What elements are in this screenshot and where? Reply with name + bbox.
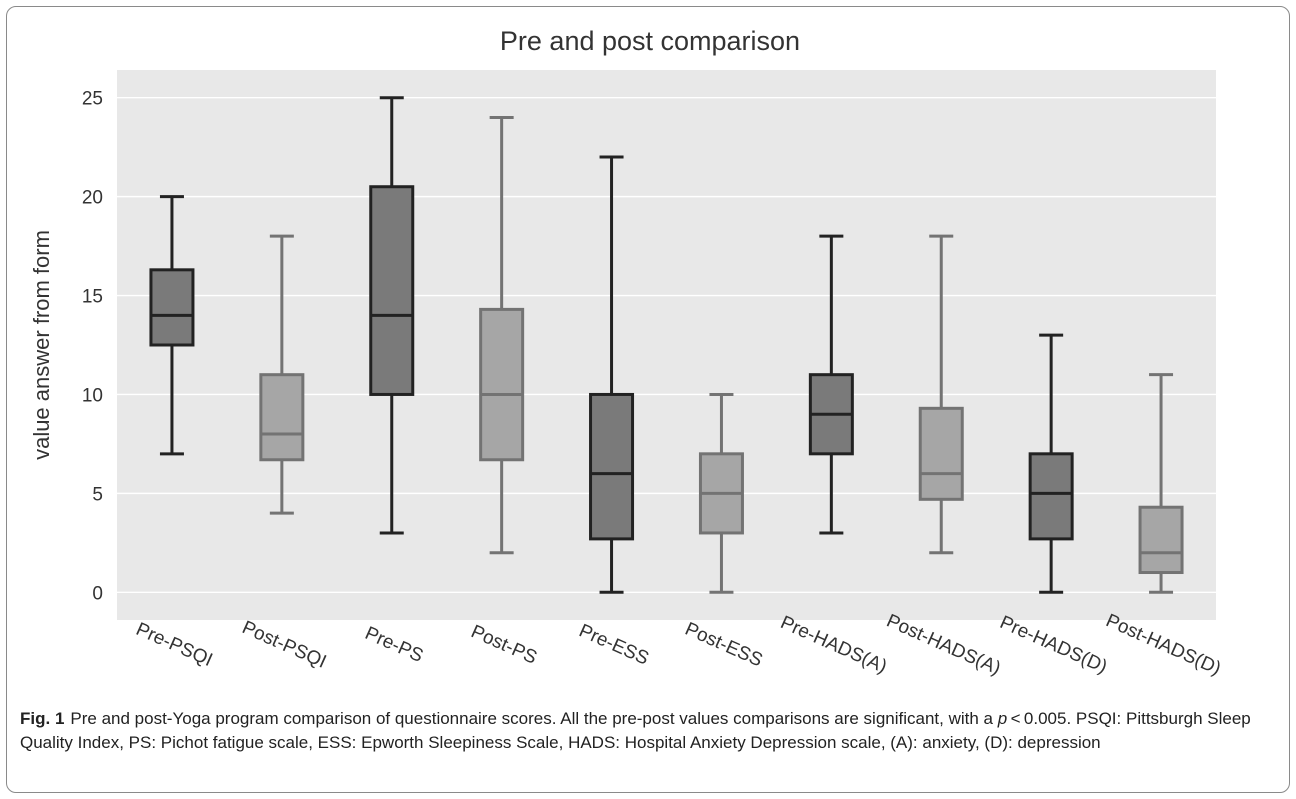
- caption-text-end: < 0.005. PSQI: Pittsburgh Sleep Quality …: [20, 709, 1251, 752]
- x-tick-label-1: Post-PSQI: [239, 617, 330, 673]
- iqr-box-pre-psqi: [149, 268, 195, 347]
- y-tick-label-10: 10: [82, 385, 103, 406]
- caption-p-symbol: p: [997, 709, 1008, 728]
- x-tick-label-4: Pre-ESS: [576, 620, 652, 669]
- iqr-box-pre-hads-d: [1028, 452, 1074, 541]
- x-tick-label-2: Pre-PS: [362, 623, 426, 667]
- box-pre-psqi: [149, 195, 195, 456]
- y-tick-label-20: 20: [82, 188, 103, 209]
- box-post-psqi: [259, 234, 305, 515]
- chart-title: Pre and post comparison: [500, 26, 800, 56]
- box-pre-ess: [589, 155, 635, 594]
- iqr-box-post-ps: [479, 307, 525, 462]
- box-post-ps: [479, 115, 525, 555]
- x-tick-label-8: Pre-HADS(D): [997, 612, 1111, 678]
- x-tick-label-6: Pre-HADS(A): [777, 612, 890, 678]
- box-pre-hads-a: [808, 234, 854, 535]
- box-post-hads-d: [1138, 373, 1184, 594]
- x-tick-label-7: Post-HADS(A): [883, 610, 1003, 679]
- iqr-box-pre-ps: [369, 185, 415, 396]
- box-series: [149, 96, 1184, 594]
- x-tick-label-0: Pre-PSQI: [133, 619, 216, 671]
- iqr-box-post-hads-a: [918, 406, 964, 501]
- figure-caption: Fig. 1 Pre and post-Yoga program comparis…: [20, 707, 1282, 755]
- y-tick-label-15: 15: [82, 287, 103, 308]
- x-tick-label-3: Post-PS: [468, 621, 540, 669]
- x-tick-label-5: Post-ESS: [682, 619, 766, 672]
- iqr-box-pre-ess: [589, 392, 635, 541]
- box-post-ess: [698, 392, 744, 594]
- y-tick-label-0: 0: [92, 583, 103, 604]
- caption-text-start: Pre and post-Yoga program comparison of …: [70, 709, 998, 728]
- box-plot-chart: Pre and post comparison 0 5 10 15 20 25 Pre-P…: [29, 26, 1224, 680]
- figure-frame: [6, 6, 1290, 793]
- y-tick-label-25: 25: [82, 89, 103, 110]
- y-axis-ticks: 0 5 10 15 20 25: [82, 89, 103, 605]
- y-axis-label: value answer from form: [29, 230, 54, 460]
- y-tick-label-5: 5: [92, 484, 103, 505]
- iqr-box-post-hads-d: [1138, 505, 1184, 575]
- box-pre-hads-d: [1028, 333, 1074, 594]
- x-tick-label-9: Post-HADS(D): [1103, 610, 1224, 679]
- box-post-hads-a: [918, 234, 964, 555]
- iqr-box-post-psqi: [259, 373, 305, 462]
- box-pre-ps: [369, 96, 415, 535]
- x-axis-ticks: Pre-PSQI Post-PSQI Pre-PS Post-PS Pre-ESS Pos…: [133, 610, 1224, 679]
- figure-label: Fig. 1: [20, 709, 65, 728]
